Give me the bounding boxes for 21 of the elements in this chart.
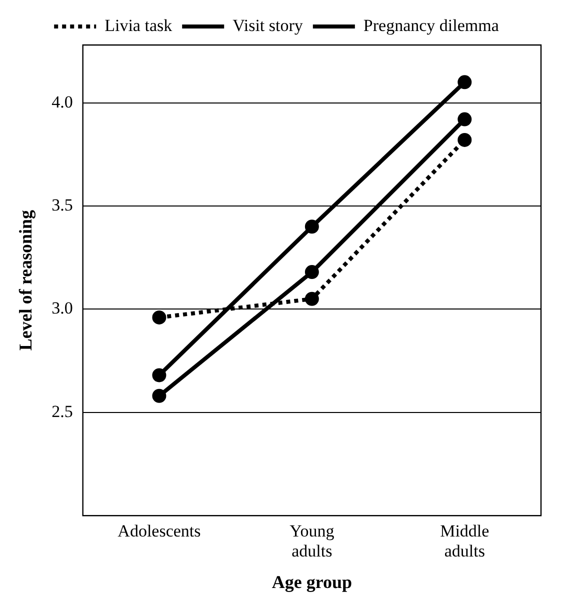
y-tick-label: 3.0 (52, 298, 73, 318)
point (152, 388, 166, 403)
x-tick-label: Middle adults (440, 521, 490, 561)
y-tick-label: 2.5 (52, 402, 73, 421)
point (458, 132, 472, 147)
point (458, 75, 472, 90)
y-tick-label: 3.5 (52, 195, 73, 214)
x-tick-label: Adolescents (118, 521, 201, 540)
x-tick-label: Young adults (290, 521, 335, 561)
point (304, 220, 319, 234)
x-axis-title: Age group (272, 572, 352, 592)
point (152, 368, 166, 382)
legend-label: Pregnancy dilemma (363, 16, 500, 35)
y-axis-title: Level of reasoning (15, 210, 36, 351)
legend-label: Livia task (104, 16, 173, 35)
y-tick-label: 4.0 (52, 92, 73, 112)
point (458, 112, 472, 126)
point (152, 310, 166, 324)
point (304, 265, 319, 280)
point (304, 292, 319, 306)
legend-label: Visit story (232, 16, 304, 35)
